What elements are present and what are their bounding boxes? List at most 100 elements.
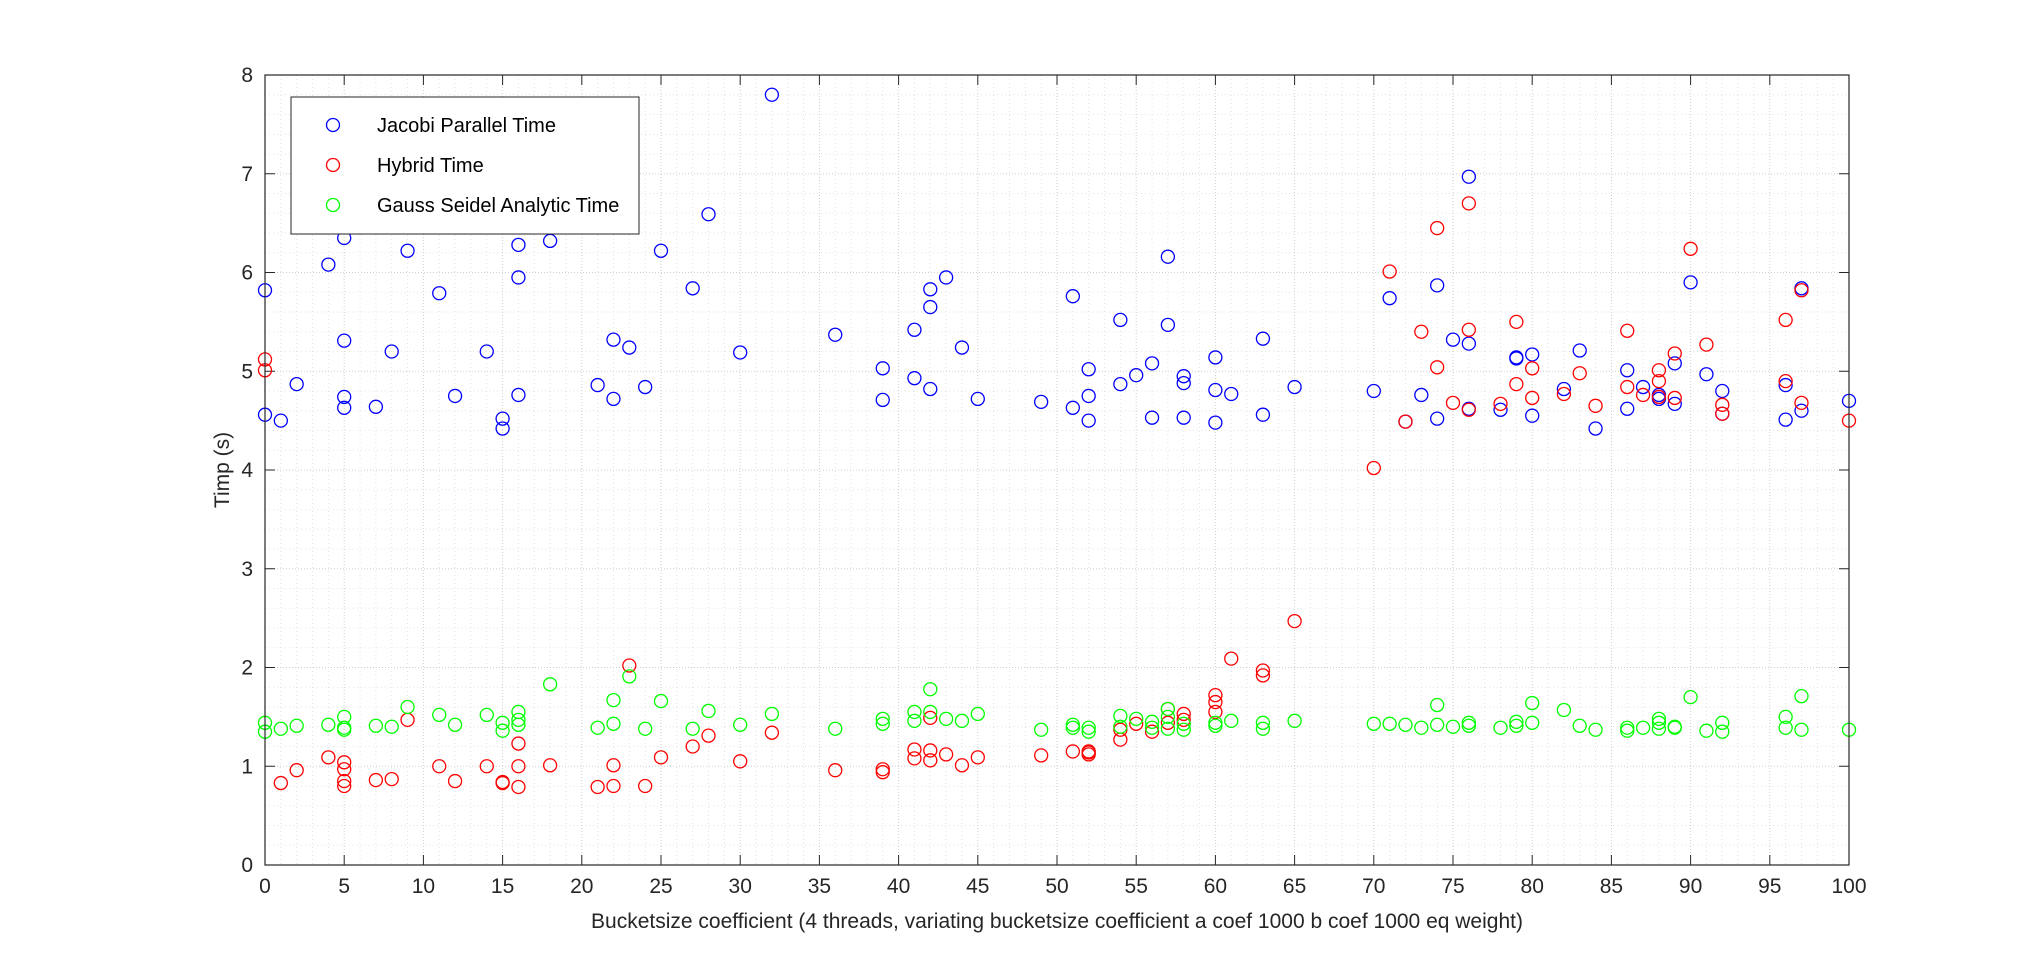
x-tick-label: 30 bbox=[729, 875, 752, 898]
data-point bbox=[289, 376, 304, 392]
x-tick-label: 85 bbox=[1600, 875, 1623, 898]
data-point bbox=[479, 707, 494, 723]
data-point bbox=[400, 699, 415, 715]
data-point bbox=[273, 775, 288, 791]
data-point bbox=[1778, 377, 1793, 393]
data-point bbox=[1794, 722, 1809, 737]
data-point bbox=[1224, 386, 1239, 402]
data-point bbox=[938, 270, 954, 285]
data-point bbox=[954, 340, 970, 355]
legend-marker bbox=[325, 197, 341, 213]
data-point bbox=[685, 721, 700, 736]
data-point bbox=[638, 778, 653, 794]
data-point bbox=[1667, 396, 1682, 411]
y-tick-label: 3 bbox=[241, 558, 253, 581]
data-point bbox=[1430, 220, 1445, 236]
data-point bbox=[970, 750, 985, 765]
data-point bbox=[1224, 651, 1239, 666]
data-point bbox=[1461, 322, 1476, 337]
data-point bbox=[1651, 363, 1667, 378]
data-point bbox=[733, 345, 748, 360]
x-tick-label: 5 bbox=[338, 875, 350, 898]
data-point bbox=[1778, 720, 1793, 735]
x-tick-label: 95 bbox=[1758, 875, 1781, 898]
data-point bbox=[923, 381, 938, 397]
data-point bbox=[1287, 379, 1302, 395]
data-point bbox=[1699, 723, 1714, 738]
data-point bbox=[1398, 414, 1413, 429]
data-point bbox=[400, 243, 415, 258]
data-point bbox=[1778, 412, 1793, 427]
data-point bbox=[1129, 711, 1144, 726]
legend-marker bbox=[325, 157, 341, 173]
data-point bbox=[1715, 724, 1730, 739]
data-point bbox=[1493, 720, 1508, 735]
data-point bbox=[875, 716, 890, 731]
plot-frame bbox=[264, 74, 1850, 866]
data-point bbox=[1509, 714, 1524, 729]
data-point bbox=[1572, 366, 1587, 381]
data-point bbox=[1525, 715, 1540, 730]
y-axis-label: Timp (s) bbox=[211, 432, 234, 508]
data-point bbox=[1556, 386, 1572, 402]
y-tick-label: 5 bbox=[241, 360, 253, 383]
x-tick-label: 65 bbox=[1283, 875, 1306, 898]
data-point bbox=[1588, 722, 1603, 737]
data-point bbox=[1651, 711, 1667, 726]
data-point bbox=[1588, 421, 1603, 436]
data-point bbox=[1509, 314, 1524, 330]
data-point bbox=[923, 704, 938, 720]
data-point bbox=[337, 762, 352, 777]
data-point bbox=[1509, 376, 1524, 392]
data-point bbox=[1081, 388, 1096, 404]
data-point bbox=[875, 711, 890, 726]
x-tick-label: 15 bbox=[491, 875, 514, 898]
series-2 bbox=[257, 196, 1857, 795]
data-point bbox=[1794, 403, 1809, 418]
data-point bbox=[1667, 356, 1682, 371]
data-point bbox=[511, 387, 526, 403]
data-point bbox=[1081, 362, 1096, 377]
x-tick-label: 25 bbox=[649, 875, 672, 898]
data-point bbox=[1556, 381, 1572, 397]
data-point bbox=[384, 771, 399, 787]
data-point bbox=[1176, 410, 1191, 425]
legend-label: Gauss Seidel Analytic Time bbox=[377, 195, 619, 217]
data-point bbox=[1620, 323, 1635, 338]
data-point bbox=[1620, 363, 1635, 378]
data-point bbox=[432, 707, 447, 723]
data-point bbox=[1715, 383, 1730, 399]
data-point bbox=[1065, 289, 1080, 304]
data-point bbox=[1509, 718, 1524, 733]
data-point bbox=[1081, 720, 1096, 735]
data-point bbox=[1034, 394, 1049, 410]
data-point bbox=[1445, 395, 1461, 411]
data-point bbox=[1382, 264, 1397, 279]
data-point bbox=[542, 758, 558, 773]
data-point bbox=[733, 717, 748, 732]
data-point bbox=[1525, 695, 1540, 711]
data-point bbox=[828, 327, 843, 342]
data-point bbox=[638, 721, 653, 736]
data-point bbox=[1366, 716, 1381, 731]
data-point bbox=[1065, 400, 1080, 415]
data-point bbox=[923, 753, 938, 768]
data-point bbox=[273, 413, 288, 428]
data-point bbox=[1794, 395, 1809, 411]
data-point bbox=[1081, 724, 1096, 739]
data-point bbox=[923, 710, 938, 726]
data-point bbox=[1160, 249, 1176, 264]
data-point bbox=[368, 772, 384, 788]
data-point bbox=[1065, 744, 1080, 759]
data-point bbox=[1255, 668, 1271, 683]
x-tick-label: 50 bbox=[1045, 875, 1068, 898]
data-point bbox=[1129, 716, 1144, 731]
data-point bbox=[1525, 347, 1540, 362]
data-point bbox=[733, 754, 748, 769]
data-point bbox=[606, 716, 621, 731]
data-point bbox=[432, 286, 447, 301]
data-point bbox=[321, 257, 336, 272]
data-point bbox=[337, 755, 352, 770]
data-point bbox=[1176, 712, 1191, 727]
data-point bbox=[289, 763, 304, 778]
